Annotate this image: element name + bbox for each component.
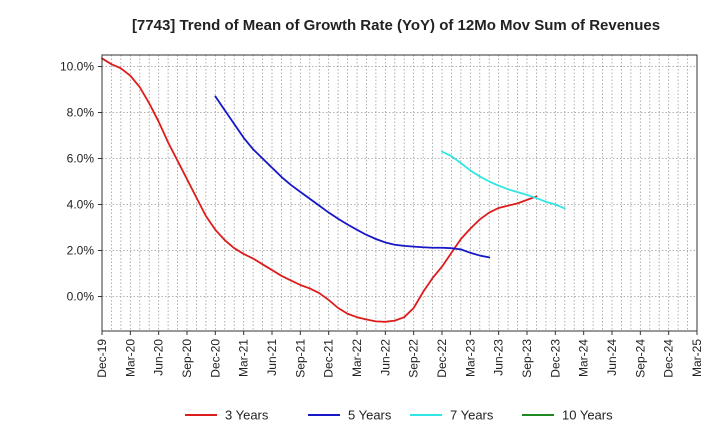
x-tick-label: Mar-21	[237, 339, 251, 377]
x-tick-label: Jun-22	[378, 339, 392, 376]
series-line-5-years	[214, 95, 491, 259]
x-tick-label: Mar-23	[463, 339, 477, 377]
x-tick-label: Mar-20	[123, 339, 137, 377]
y-axis: 0.0% 2.0% 4.0% 6.0% 8.0% 10.0%	[60, 60, 102, 304]
y-tick-label: 2.0%	[67, 244, 95, 258]
plot-frame	[101, 54, 698, 332]
x-tick-label: Mar-24	[577, 339, 591, 377]
x-tick-label: Mar-25	[690, 339, 704, 377]
legend-item-10-years: 10 Years	[522, 408, 613, 423]
grid-lines	[102, 55, 697, 331]
x-tick-label: Dec-24	[662, 339, 676, 378]
x-tick-label: Sep-22	[407, 339, 421, 378]
x-tick-label: Dec-21	[322, 339, 336, 378]
legend-item-3-years: 3 Years	[185, 408, 269, 423]
x-tick-label: Sep-20	[180, 339, 194, 378]
y-tick-label: 6.0%	[67, 152, 95, 166]
x-tick-label: Dec-19	[95, 339, 109, 378]
legend: 3 Years 5 Years 7 Years 10 Years	[185, 408, 613, 423]
x-tick-label: Sep-24	[633, 339, 647, 378]
x-tick-label: Jun-24	[605, 339, 619, 376]
x-tick-label: Dec-23	[548, 339, 562, 378]
legend-label: 7 Years	[450, 408, 494, 423]
x-tick-label: Jun-23	[492, 339, 506, 376]
series-line-3-years	[101, 57, 538, 323]
legend-item-7-years: 7 Years	[410, 408, 494, 423]
legend-label: 5 Years	[348, 408, 392, 423]
series-lines	[101, 57, 566, 323]
y-tick-label: 4.0%	[67, 198, 95, 212]
x-axis: Dec-19 Mar-20 Jun-20 Sep-20 Dec-20 Mar-21 Jun-…	[95, 331, 704, 378]
x-tick-label: Dec-22	[435, 339, 449, 378]
chart-title: [7743] Trend of Mean of Growth Rate (YoY…	[132, 17, 660, 34]
x-tick-label: Mar-22	[350, 339, 364, 377]
y-tick-label: 8.0%	[67, 106, 95, 120]
x-tick-label: Jun-20	[152, 339, 166, 376]
y-tick-label: 10.0%	[60, 60, 94, 74]
x-tick-label: Jun-21	[265, 339, 279, 376]
legend-item-5-years: 5 Years	[308, 408, 392, 423]
x-tick-label: Dec-20	[208, 339, 222, 378]
x-tick-label: Sep-21	[293, 339, 307, 378]
y-tick-label: 0.0%	[67, 290, 95, 304]
legend-label: 10 Years	[562, 408, 613, 423]
legend-label: 3 Years	[225, 408, 269, 423]
series-line-7-years	[441, 150, 566, 210]
x-tick-label: Sep-23	[520, 339, 534, 378]
